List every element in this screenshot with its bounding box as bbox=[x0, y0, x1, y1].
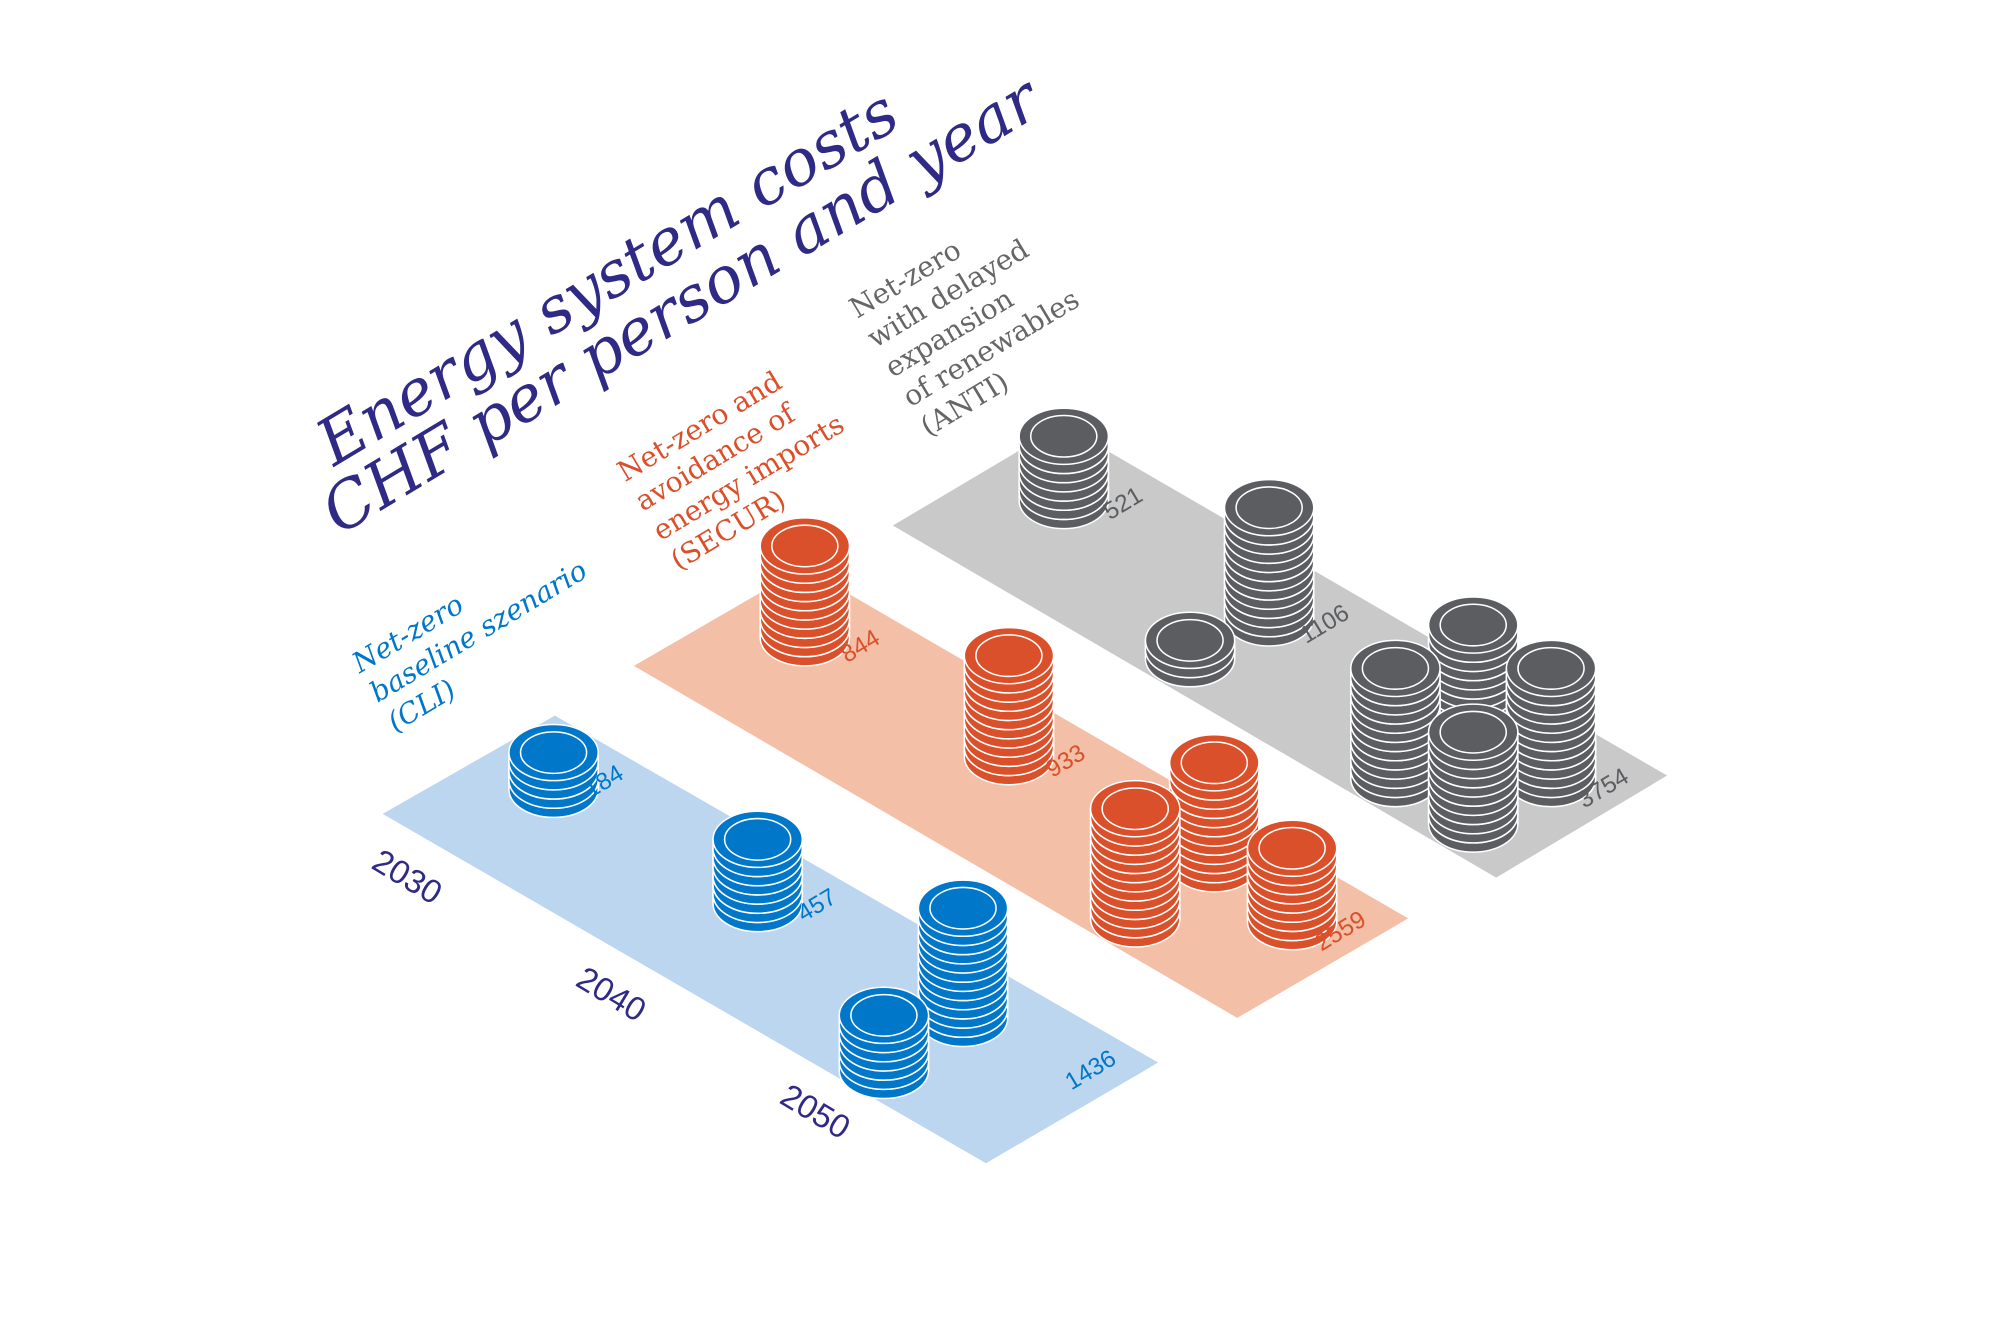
coin bbox=[1427, 596, 1519, 664]
band-cli bbox=[382, 715, 1159, 1164]
coin bbox=[1246, 819, 1338, 887]
coin-stack bbox=[838, 986, 930, 1100]
coin-inner-ring bbox=[1156, 618, 1224, 662]
coin-inner-ring bbox=[1180, 741, 1249, 785]
coin-inner-ring bbox=[850, 993, 918, 1037]
coin bbox=[1144, 611, 1236, 679]
coin-stack bbox=[1505, 639, 1597, 808]
coin bbox=[963, 626, 1055, 694]
coin-inner-ring bbox=[1439, 710, 1508, 754]
coin-stack bbox=[1168, 733, 1260, 893]
coin-inner-ring bbox=[1361, 646, 1430, 690]
year-label-2030: 2030 bbox=[366, 843, 448, 913]
coin-inner-ring bbox=[1439, 603, 1508, 647]
coin-stack bbox=[759, 517, 851, 667]
coin-inner-ring bbox=[771, 524, 839, 568]
coin-stack bbox=[1018, 407, 1110, 530]
coin-inner-ring bbox=[1029, 414, 1098, 458]
coin-inner-ring bbox=[1517, 646, 1585, 690]
coin bbox=[1505, 639, 1597, 707]
coin-stack bbox=[963, 626, 1055, 786]
coin bbox=[917, 879, 1009, 947]
coin-stack bbox=[1089, 779, 1181, 948]
year-label-2040: 2040 bbox=[570, 960, 652, 1030]
coin bbox=[712, 810, 804, 878]
coin bbox=[508, 723, 599, 791]
coin bbox=[1018, 407, 1110, 475]
coin bbox=[1089, 779, 1181, 847]
coin bbox=[838, 986, 930, 1054]
coin bbox=[1223, 478, 1315, 546]
band-secur bbox=[633, 567, 1409, 1018]
coin-inner-ring bbox=[723, 817, 792, 861]
coin-stack bbox=[1223, 478, 1315, 647]
coin-stack bbox=[917, 879, 1009, 1048]
coin-stack bbox=[1427, 703, 1519, 853]
coin-stack bbox=[1144, 611, 1236, 688]
coin bbox=[759, 517, 851, 584]
coin-stack bbox=[1246, 819, 1338, 951]
year-label-2050: 2050 bbox=[774, 1077, 856, 1147]
coin bbox=[1350, 639, 1441, 707]
coin-inner-ring bbox=[1101, 787, 1170, 831]
coin-inner-ring bbox=[1258, 826, 1326, 870]
series-label-anti: Net-zero with delayed expansion of renew… bbox=[844, 189, 1111, 443]
coin-inner-ring bbox=[929, 886, 997, 930]
series-label-cli: Net-zero baseline szenario (CLI) bbox=[345, 519, 618, 739]
coin-stack bbox=[1350, 639, 1441, 808]
coin bbox=[1427, 703, 1519, 771]
coin-inner-ring bbox=[1235, 486, 1303, 530]
coin-inner-ring bbox=[519, 731, 588, 775]
coin-stack bbox=[712, 810, 804, 933]
coin-stack bbox=[508, 723, 599, 819]
coin bbox=[1168, 733, 1260, 801]
coin-inner-ring bbox=[975, 634, 1043, 678]
